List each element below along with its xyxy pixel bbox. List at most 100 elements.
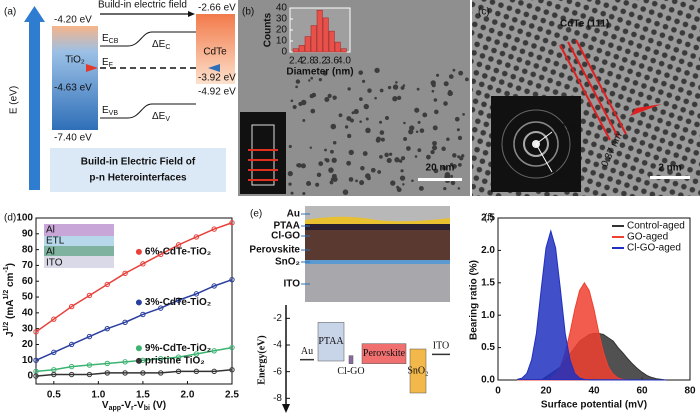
data-point — [86, 292, 93, 299]
scale-label: 2 nm — [658, 163, 681, 174]
data-point — [104, 370, 110, 376]
nanoparticle — [359, 180, 365, 186]
data-point — [122, 359, 128, 365]
fit-line — [35, 346, 233, 373]
nanoparticle — [433, 98, 438, 102]
nanoparticle — [452, 68, 456, 72]
fit-line — [35, 278, 233, 361]
nanoparticle — [287, 171, 293, 177]
band-label-part: ΔE — [152, 39, 166, 50]
nanoparticle — [363, 103, 369, 110]
nanoparticle — [392, 84, 399, 90]
energy-band — [409, 348, 427, 394]
nanoparticle — [422, 112, 428, 118]
y-tick-label: -8 — [273, 393, 282, 404]
y-axis-label: Counts — [263, 12, 274, 47]
nanoparticle — [310, 76, 314, 80]
nanoparticle — [432, 125, 438, 131]
x-tick-label: 0.5 — [47, 390, 61, 401]
y-axis-label-part: 1/2 — [3, 290, 10, 300]
nanoparticle — [309, 93, 314, 99]
nanoparticle — [379, 155, 383, 159]
data-point — [193, 234, 200, 240]
band-label-part: VB — [109, 110, 119, 117]
nanoparticle — [338, 113, 343, 118]
nanoparticle — [456, 128, 460, 132]
nanoparticle — [348, 149, 354, 156]
nanoparticle — [417, 120, 421, 124]
layer — [44, 246, 114, 256]
data-point — [158, 370, 164, 376]
nanoparticle — [292, 104, 297, 110]
x-tick-label: 1.5 — [136, 390, 150, 401]
data-point — [211, 348, 217, 354]
data-point — [51, 316, 57, 322]
y-tick-label: 20 — [276, 25, 288, 36]
x-tick-label: 1.0 — [91, 390, 105, 401]
x-tick-label: 80 — [684, 386, 696, 397]
x-tick-label: 0 — [495, 386, 501, 397]
distribution — [517, 229, 667, 381]
nanoparticle — [360, 165, 365, 171]
nanoparticle — [403, 121, 406, 125]
band-label: ECB — [102, 33, 119, 46]
nanoparticle — [362, 151, 368, 156]
data-point — [86, 333, 93, 340]
data-point — [211, 283, 217, 289]
data-point — [211, 226, 217, 232]
bar — [310, 25, 317, 53]
y-tick-label: 2.0 — [481, 245, 495, 256]
panel-label: (d) — [4, 213, 16, 224]
data-point — [68, 341, 75, 348]
data-point — [140, 370, 146, 376]
nanoparticle — [359, 97, 363, 101]
data-point — [86, 362, 93, 368]
nanoparticle — [348, 177, 354, 182]
nanoparticle — [461, 154, 465, 158]
nanoparticle — [430, 80, 436, 86]
nanoparticle — [384, 152, 389, 158]
data-point — [193, 291, 200, 297]
series-label: pristine TiO₂ — [145, 356, 205, 367]
band-label: EVB — [102, 105, 118, 118]
nanoparticle — [347, 133, 352, 139]
y-tick-label: 1.0 — [481, 310, 495, 321]
nanoparticle — [403, 136, 408, 141]
nanoparticle — [457, 135, 463, 141]
series-label: 9%-CdTe-TiO₂ — [145, 343, 211, 354]
nanoparticle — [370, 167, 376, 173]
nanoparticle — [434, 109, 439, 115]
nanoparticle — [465, 77, 469, 82]
nanoparticle — [306, 181, 312, 187]
nanoparticle — [392, 96, 398, 102]
nanoparticle — [448, 74, 454, 79]
nanoparticle — [379, 88, 384, 93]
nanoparticle — [443, 101, 448, 106]
nanoparticle — [344, 125, 349, 129]
nanoparticle — [417, 148, 422, 153]
energy-arrow — [24, 6, 45, 190]
ring-label: (311) — [553, 171, 576, 182]
level-label: -7.40 eV — [54, 133, 92, 144]
band-label-part: C — [165, 44, 170, 51]
nanoparticle — [454, 116, 460, 122]
data-point — [68, 303, 75, 310]
nanoparticle — [290, 99, 294, 103]
x-axis-label: Surface potential (mV) — [541, 400, 647, 411]
nanoparticle — [330, 123, 337, 130]
x-tick-label: 60 — [636, 386, 648, 397]
nanoparticle — [362, 79, 366, 83]
panel-label: (c) — [478, 7, 490, 18]
y-tick-label: 2.5 — [481, 213, 495, 224]
nanoparticle — [344, 69, 348, 72]
y-tick-label: 40 — [22, 307, 34, 318]
data-point — [122, 270, 128, 277]
nanoparticle — [387, 85, 392, 90]
y-tick-label: 0.5 — [481, 342, 495, 353]
y-tick-label: 40 — [276, 3, 288, 14]
layer-ito — [305, 264, 450, 302]
band-label: Perovskite — [363, 348, 406, 359]
vial-glow — [248, 149, 278, 181]
y-tick-label: 0 — [27, 371, 33, 382]
device-inset — [44, 224, 114, 268]
